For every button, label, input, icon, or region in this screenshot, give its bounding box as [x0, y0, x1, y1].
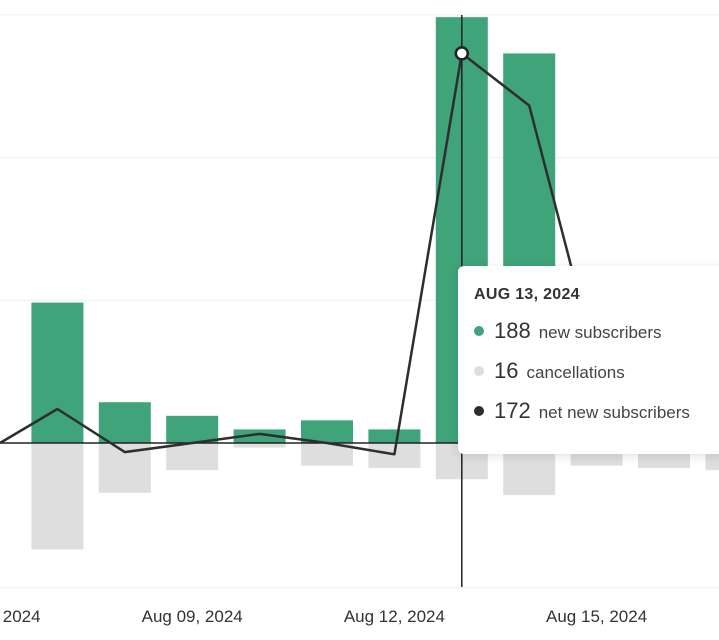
bar-new-2024-08-09 [166, 415, 219, 443]
bar-new-2024-08-11 [301, 420, 353, 443]
tooltip-date: AUG 13, 2024 [474, 286, 580, 303]
x-tick-label-3: Aug 15, 2024 [546, 607, 647, 626]
tooltip-value-cancellations: 16 [494, 358, 519, 383]
tooltip-dot-new [474, 326, 484, 336]
bar-cancel-2024-08-07 [31, 443, 84, 550]
tooltip-label-cancellations: cancellations [526, 363, 625, 382]
tooltip-label-net: net new subscribers [538, 403, 690, 422]
x-tick-label-2: Aug 12, 2024 [344, 607, 445, 626]
tooltip-value-net: 172 [494, 398, 531, 423]
bar-new-2024-08-08 [98, 402, 151, 443]
hover-point [454, 46, 470, 61]
bar-new-2024-08-10 [233, 429, 286, 443]
tooltip-dot-net [474, 406, 484, 416]
x-tick-label-1: Aug 09, 2024 [142, 607, 243, 626]
tooltip: AUG 13, 2024 188 new subscribers 16 canc… [458, 266, 719, 454]
tooltip-value-new: 188 [494, 318, 531, 343]
tooltip-row-new: 188 new subscribers [474, 318, 719, 358]
tooltip-row-cancellations: 16 cancellations [474, 358, 719, 398]
bar-cancel-2024-08-09 [166, 443, 219, 471]
tooltip-label-new: new subscribers [538, 323, 662, 342]
bar-cancel-2024-08-10 [233, 443, 286, 448]
bar-new-2024-08-12 [368, 429, 421, 443]
tooltip-dot-cancellations [474, 366, 484, 376]
x-axis-labels: Aug 06, 2024 Aug 09, 2024 Aug 12, 2024 Aug … [0, 607, 647, 626]
x-tick-label-0: Aug 06, 2024 [0, 607, 41, 626]
tooltip-row-net: 172 net new subscribers [474, 398, 719, 438]
bar-cancel-2024-08-11 [301, 443, 353, 466]
